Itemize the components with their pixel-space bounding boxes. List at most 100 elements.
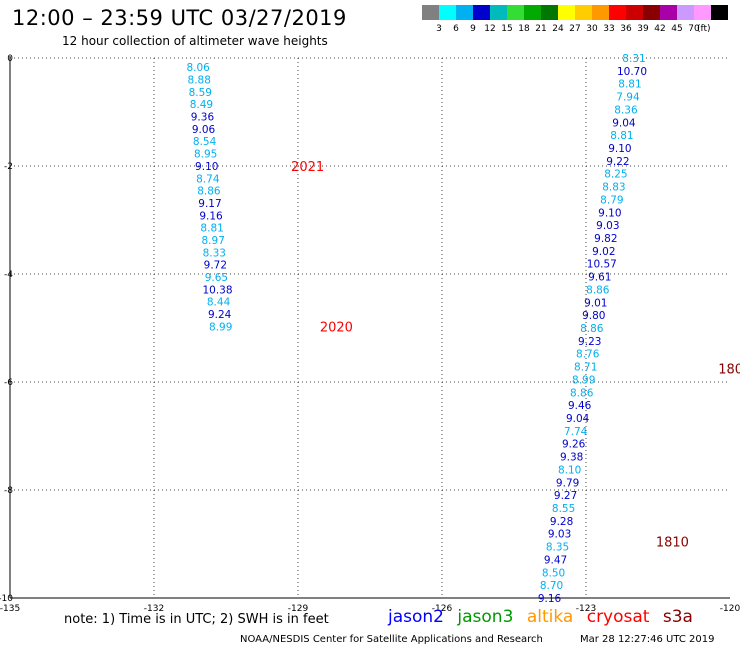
wave-height-value: 8.36 bbox=[614, 104, 638, 116]
satellite-name-jason2: jason2 bbox=[388, 607, 444, 627]
wave-height-value: 7.74 bbox=[564, 426, 588, 438]
wave-height-value: 8.35 bbox=[546, 542, 569, 554]
wave-height-value: 9.16 bbox=[538, 593, 562, 605]
latitude-tick-label: -4 bbox=[4, 270, 13, 280]
wave-height-value: 9.10 bbox=[608, 143, 631, 155]
wave-height-value: 8.81 bbox=[618, 79, 641, 91]
wave-height-value: 9.28 bbox=[550, 516, 573, 528]
wave-height-value: 9.24 bbox=[208, 309, 232, 321]
wave-height-value: 8.70 bbox=[540, 580, 563, 592]
colorbar-tick-label: 39 bbox=[637, 24, 649, 34]
pass-time-label: 1810 bbox=[656, 535, 689, 550]
footer-note: note: 1) Time is in UTC; 2) SWH is in fe… bbox=[64, 612, 329, 627]
wave-height-value: 8.59 bbox=[189, 87, 212, 99]
wave-height-value: 8.99 bbox=[572, 374, 595, 386]
wave-height-value: 9.10 bbox=[598, 207, 621, 219]
colorbar-tick-label: 18 bbox=[518, 24, 530, 34]
wave-height-value: 8.83 bbox=[602, 182, 625, 194]
wave-height-value: 8.10 bbox=[558, 464, 581, 476]
colorbar-swatch bbox=[626, 5, 643, 20]
colorbar-swatch bbox=[643, 5, 660, 20]
wave-height-value: 9.27 bbox=[554, 490, 577, 502]
colorbar-tick-label: 45 bbox=[671, 24, 682, 34]
longitude-tick-label: -120 bbox=[720, 604, 740, 614]
latitude-tick-label: -8 bbox=[4, 486, 13, 496]
colorbar-swatch bbox=[660, 5, 677, 20]
longitude-tick-label: -123 bbox=[576, 604, 596, 614]
satellite-name-altika: altika bbox=[526, 607, 574, 627]
longitude-tick-label: -132 bbox=[144, 604, 164, 614]
wave-height-value: 8.86 bbox=[197, 186, 221, 198]
colorbar-swatch bbox=[507, 5, 524, 20]
wave-height-value: 9.72 bbox=[204, 260, 227, 272]
longitude-tick-label: -135 bbox=[0, 604, 20, 614]
pass-time-label: 2021 bbox=[291, 160, 324, 175]
wave-height-value: 9.03 bbox=[596, 220, 619, 232]
colorbar-swatch bbox=[575, 5, 592, 20]
wave-height-value: 9.38 bbox=[560, 452, 583, 464]
wave-height-value: 9.03 bbox=[548, 529, 571, 541]
wave-height-value: 10.38 bbox=[202, 284, 232, 296]
colorbar-legend: 3 6 9 12 15 18 21 24 27 30 33 36 39 42 45 70(ft) bbox=[422, 5, 728, 34]
wave-height-value: 9.06 bbox=[192, 124, 216, 136]
colorbar-tick-label: 42 bbox=[654, 24, 665, 34]
wave-height-value: 8.76 bbox=[576, 349, 600, 361]
wave-height-value: 8.44 bbox=[207, 297, 231, 309]
wave-height-value: 8.33 bbox=[203, 247, 226, 259]
wave-height-value: 8.86 bbox=[580, 323, 604, 335]
colorbar-unit: (ft) bbox=[697, 24, 711, 34]
wave-height-value: 9.10 bbox=[195, 161, 218, 173]
wave-height-value: 8.49 bbox=[190, 99, 213, 111]
generated-timestamp: Mar 28 12:27:46 UTC 2019 bbox=[580, 634, 715, 645]
wave-height-value: 9.46 bbox=[568, 400, 592, 412]
wave-height-value: 8.55 bbox=[552, 503, 575, 515]
satellite-name-s3a: s3a bbox=[662, 607, 693, 627]
colorbar-tick-label: 70 bbox=[688, 24, 700, 34]
colorbar-swatch bbox=[490, 5, 507, 20]
wave-height-value: 9.61 bbox=[588, 272, 611, 284]
wave-height-value: 9.17 bbox=[198, 198, 221, 210]
wave-height-value: 9.04 bbox=[566, 413, 590, 425]
wave-height-value: 9.36 bbox=[191, 112, 215, 124]
wave-height-value: 10.70 bbox=[617, 66, 647, 78]
colorbar-tick-label: 3 bbox=[436, 24, 442, 34]
colorbar-swatch bbox=[541, 5, 558, 20]
wave-height-value: 9.04 bbox=[612, 117, 636, 129]
map-grid bbox=[10, 57, 730, 598]
wave-height-value: 9.80 bbox=[582, 310, 605, 322]
colorbar-tick-label: 27 bbox=[569, 24, 580, 34]
colorbar-tick-label: 6 bbox=[453, 24, 459, 34]
wave-height-value: 8.79 bbox=[600, 194, 623, 206]
wave-height-value: 9.65 bbox=[205, 272, 228, 284]
page-subtitle: 12 hour collection of altimeter wave hei… bbox=[62, 34, 328, 48]
pass-time-label: 1809 bbox=[718, 363, 740, 378]
satellite-name-cryosat: cryosat bbox=[586, 607, 650, 627]
colorbar-swatch bbox=[694, 5, 711, 20]
colorbar-swatch bbox=[456, 5, 473, 20]
colorbar-tick-label: 36 bbox=[620, 24, 632, 34]
colorbar-tick-label: 33 bbox=[603, 24, 614, 34]
colorbar-tick-label: 30 bbox=[586, 24, 598, 34]
wave-height-value: 9.47 bbox=[544, 554, 567, 566]
latitude-tick-label: 0 bbox=[7, 54, 13, 64]
wave-height-value: 9.26 bbox=[562, 439, 586, 451]
wave-height-value: 8.99 bbox=[209, 321, 232, 333]
wave-height-value: 8.86 bbox=[570, 387, 594, 399]
longitude-tick-label: -126 bbox=[432, 604, 453, 614]
colorbar-swatch bbox=[592, 5, 609, 20]
wave-height-value: 8.86 bbox=[586, 284, 610, 296]
wave-height-value: 9.02 bbox=[592, 246, 615, 258]
wave-height-value: 8.25 bbox=[604, 169, 627, 181]
satellite-legend: jason2 jason3 altika cryosat s3a bbox=[388, 607, 701, 627]
map-axes: 0 -2 -4 -6 -8 -10-135 -132 -129 -126 -123 -120 bbox=[0, 54, 740, 614]
wave-height-value: 9.23 bbox=[578, 336, 601, 348]
pass-time-label: 2020 bbox=[320, 320, 353, 335]
colorbar-swatch bbox=[422, 5, 439, 20]
wave-height-value: 9.01 bbox=[584, 297, 607, 309]
wave-height-value: 7.94 bbox=[616, 92, 640, 104]
colorbar-swatch bbox=[609, 5, 626, 20]
colorbar-tick-label: 9 bbox=[470, 24, 476, 34]
credit-line: NOAA/NESDIS Center for Satellite Applica… bbox=[240, 634, 543, 645]
colorbar-tick-label: 12 bbox=[484, 24, 495, 34]
